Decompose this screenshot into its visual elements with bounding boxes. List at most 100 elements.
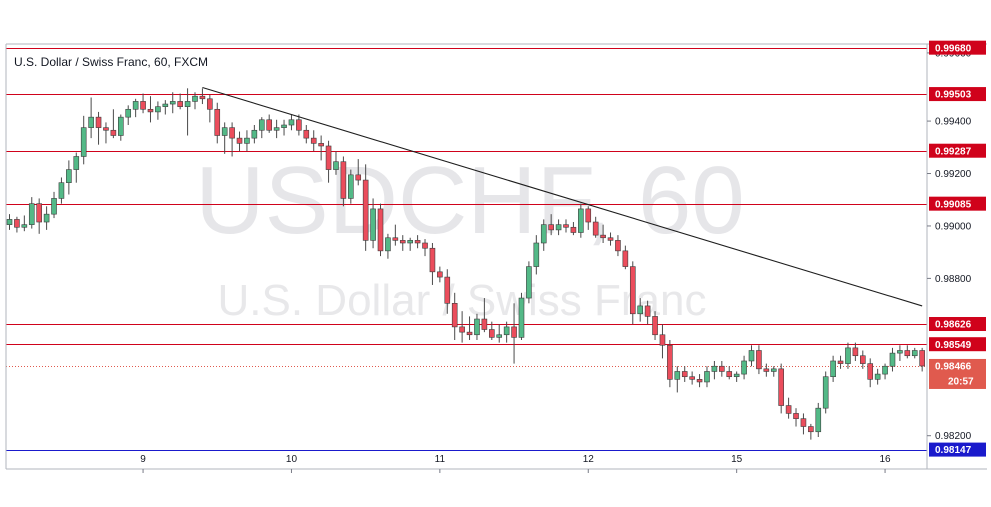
price-badge-bg — [929, 40, 986, 55]
candle — [451, 292, 458, 341]
y-tick-label: 0.99000 — [935, 221, 972, 232]
candle — [177, 93, 183, 110]
candle-body-up — [845, 347, 851, 364]
candle-body-up — [385, 237, 391, 252]
candle — [488, 321, 495, 341]
candle — [578, 203, 584, 238]
y-tick-label: 0.99400 — [935, 117, 972, 128]
candle-body-up — [496, 334, 503, 338]
candle-body-up — [73, 156, 80, 170]
time-axis[interactable]: 9 10 11 12 15 16 — [140, 454, 891, 473]
price-badges: 0.99680 0.99503 0.99287 0.99085 0.98626 0.985… — [929, 40, 986, 457]
candle-body-up — [251, 129, 258, 139]
candle-body-down — [318, 143, 324, 147]
candle-body-down — [110, 129, 117, 136]
candle — [110, 109, 117, 139]
last-price-badge: 0.98466 20:57 — [929, 358, 986, 389]
candle-body-up — [474, 318, 480, 336]
candle — [273, 119, 280, 139]
candle-body-down — [622, 250, 629, 267]
candle — [407, 237, 413, 251]
candle — [88, 97, 94, 139]
candle-body-up — [184, 101, 191, 107]
candle — [859, 350, 866, 369]
candle-body-down — [362, 179, 369, 241]
candle-body-down — [592, 221, 599, 236]
candle-body-down — [867, 363, 874, 380]
candle-body-up — [711, 365, 718, 372]
candle — [140, 93, 146, 114]
candle-body-up — [674, 371, 681, 380]
candle — [385, 233, 391, 259]
candle — [377, 203, 384, 257]
candle — [340, 156, 347, 207]
candle — [125, 105, 132, 126]
trendline-group — [202, 86, 923, 307]
candle — [882, 363, 888, 380]
candle-body-up — [21, 224, 28, 228]
candle-body-up — [555, 224, 562, 231]
candle-body-down — [466, 331, 473, 336]
x-tick-label: 12 — [583, 454, 595, 465]
candle-body-down — [399, 240, 406, 244]
candle — [770, 366, 777, 377]
candle — [466, 316, 473, 341]
candle — [763, 363, 770, 377]
candle — [518, 292, 525, 341]
candle — [526, 261, 532, 304]
candle-body-down — [785, 405, 792, 414]
candle — [837, 355, 844, 369]
candle — [214, 102, 221, 144]
candle-body-down — [340, 161, 347, 199]
candle-body-down — [837, 360, 844, 364]
candle — [348, 169, 354, 204]
candle-body-down — [459, 326, 465, 333]
candle — [392, 224, 399, 246]
candle — [296, 114, 302, 136]
candle — [622, 245, 629, 270]
candle — [919, 347, 925, 372]
candle — [845, 342, 851, 369]
candle — [184, 88, 191, 136]
candle-body-up — [132, 101, 139, 110]
candle-body-up — [192, 95, 198, 102]
candle-body-down — [726, 371, 733, 378]
candle — [132, 98, 139, 118]
candle-body-down — [681, 371, 688, 378]
candle — [437, 266, 443, 283]
candle-body-down — [444, 276, 451, 304]
candle — [429, 242, 436, 285]
chart-title: U.S. Dollar / Swiss Franc, 60, FXCM — [14, 55, 208, 69]
candle-body-up — [704, 371, 710, 383]
candle — [370, 198, 376, 249]
candle — [852, 342, 859, 361]
candle-body-up — [169, 101, 176, 105]
candle — [681, 366, 688, 382]
x-tick-label: 16 — [879, 454, 891, 465]
candle — [689, 371, 695, 385]
candle — [266, 114, 273, 133]
candle-body-up — [221, 127, 228, 136]
price-badge-bg — [929, 196, 986, 211]
candle — [51, 191, 57, 219]
y-tick-label: 0.98800 — [935, 274, 972, 285]
candle-body-down — [147, 108, 154, 113]
candle — [704, 366, 710, 388]
candles — [6, 88, 925, 440]
candle — [667, 340, 673, 388]
candle-body-down — [570, 226, 577, 233]
candle — [199, 88, 206, 105]
candle — [95, 111, 102, 145]
candle — [362, 164, 369, 251]
candle-body-down — [266, 119, 273, 131]
price-badge-label: 0.98147 — [935, 445, 972, 456]
level-lines — [6, 48, 927, 451]
candle-body-up — [288, 119, 295, 126]
candle — [733, 371, 740, 382]
candle — [80, 115, 87, 165]
candle — [555, 219, 562, 236]
candle — [318, 135, 324, 161]
candle-body-down — [36, 203, 42, 223]
candle — [28, 197, 35, 229]
